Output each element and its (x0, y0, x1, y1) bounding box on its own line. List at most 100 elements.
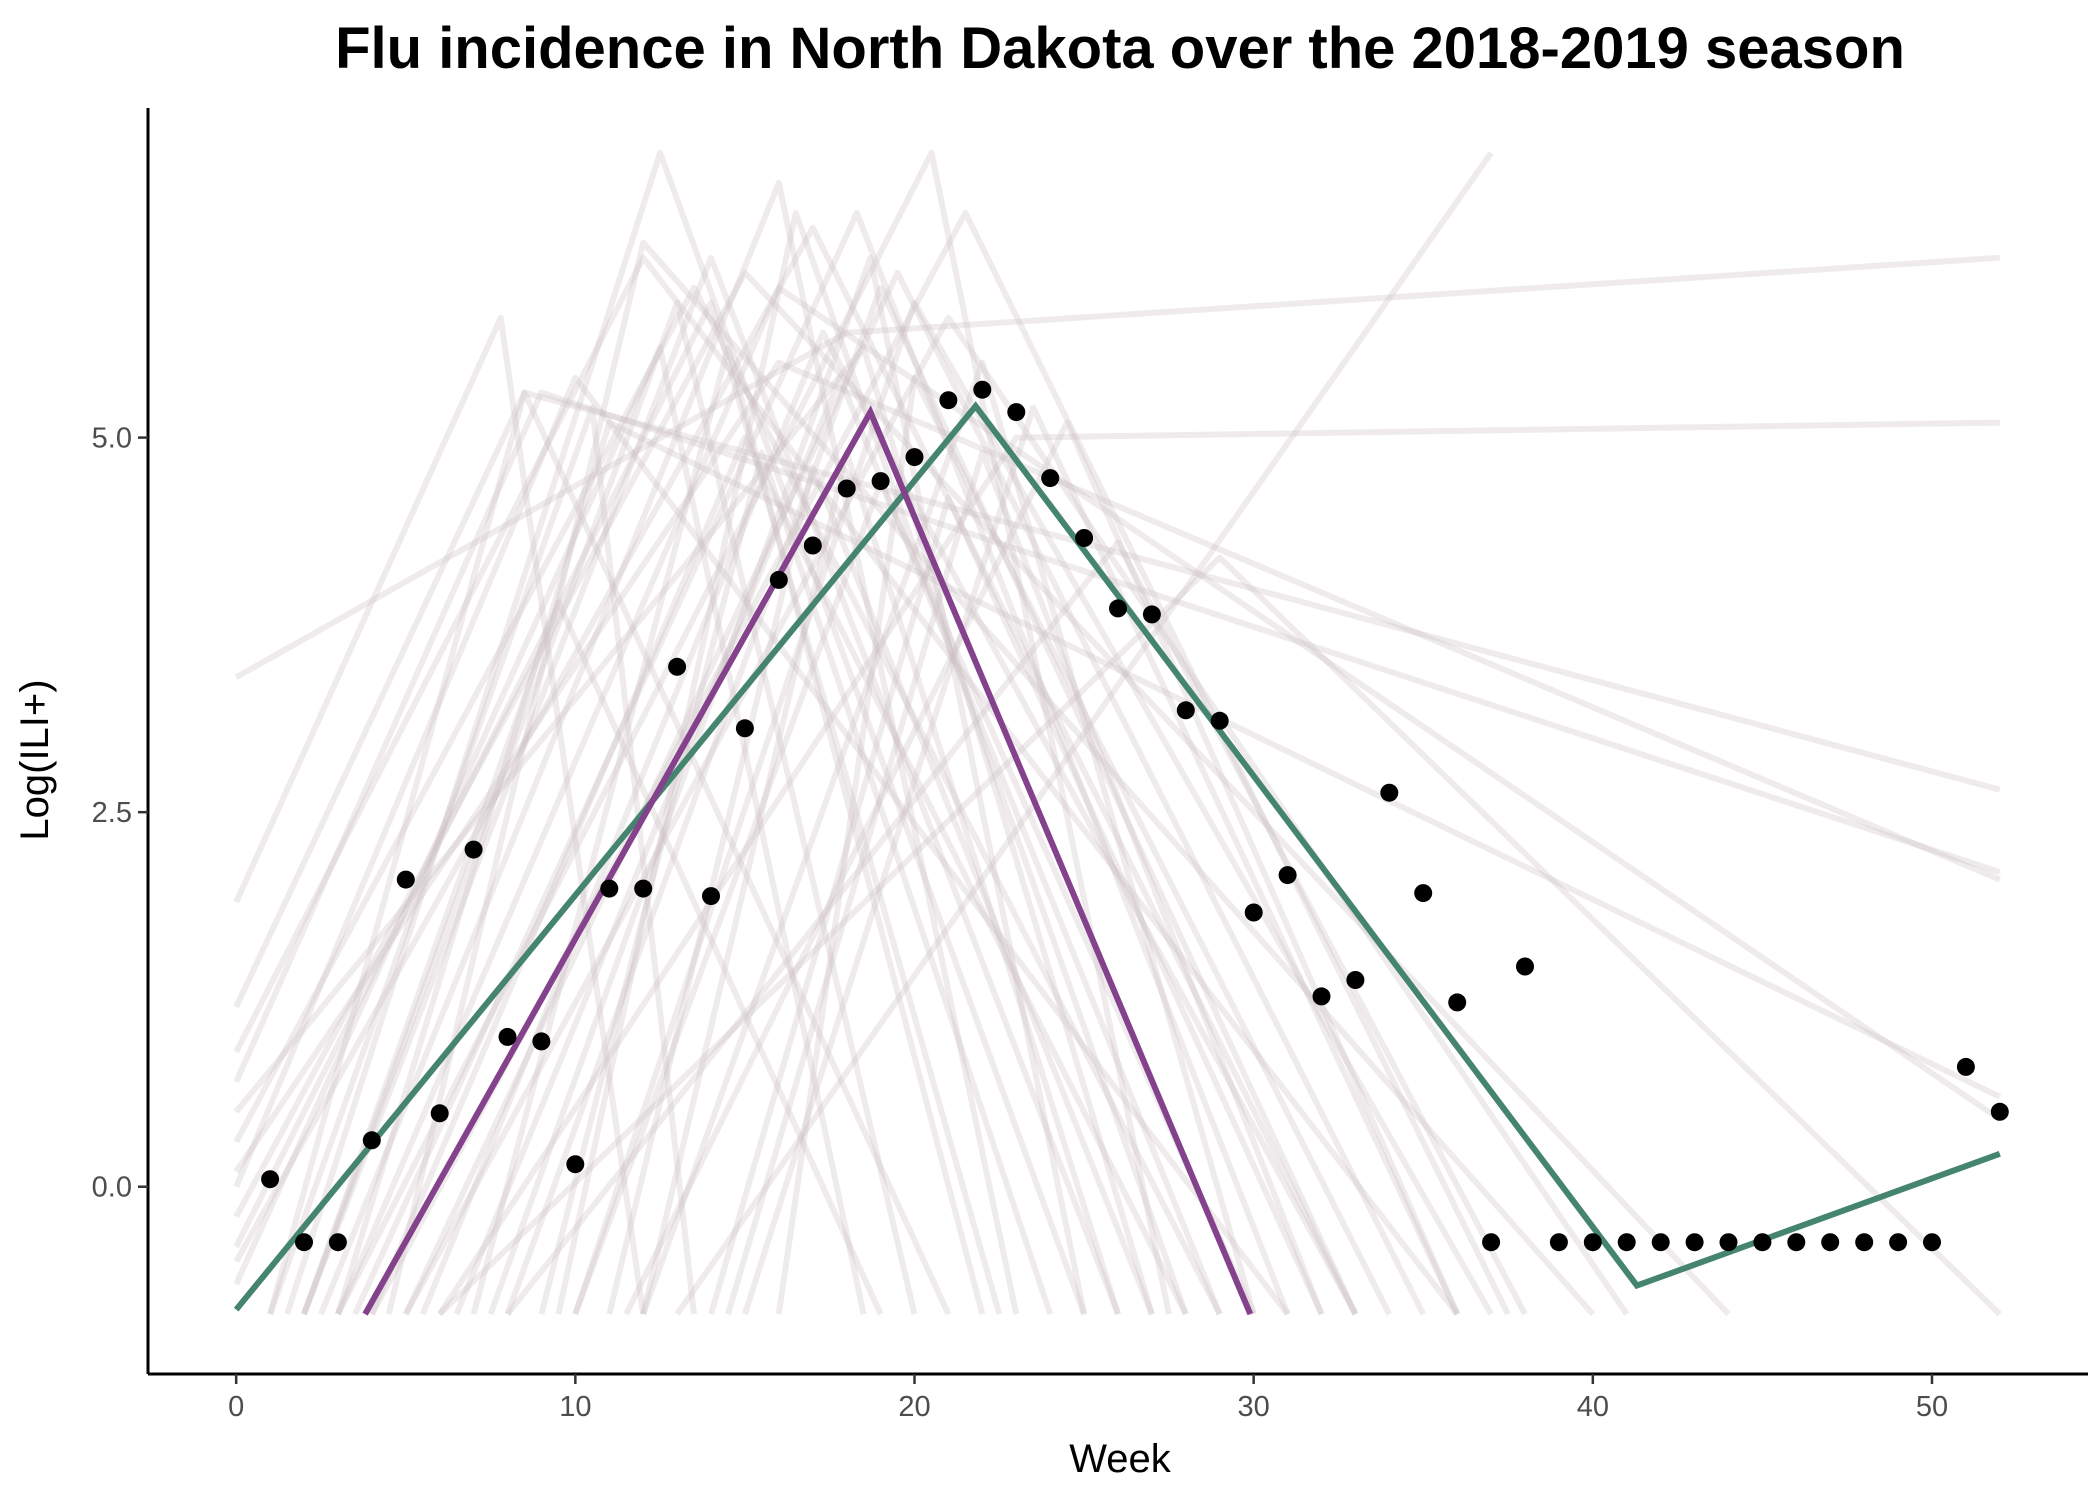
simulated-trajectory-line (234, 254, 2000, 680)
simulated-trajectory-line (505, 539, 1528, 1316)
simulated-trajectory-line (233, 374, 1290, 1316)
observed-point (1482, 1233, 1501, 1252)
y-tick-label: 5.0 (92, 423, 132, 455)
simulated-trajectory-line (233, 389, 952, 1316)
fitted-trajectories (233, 401, 2001, 1316)
observed-point (1210, 711, 1229, 730)
observed-point (735, 719, 754, 738)
observed-point (498, 1027, 517, 1046)
simulated-trajectory-line (233, 344, 1155, 1315)
simulated-trajectory-line (419, 329, 1359, 1316)
observed-point (1583, 1233, 1602, 1252)
simulated-trajectory-line (335, 419, 2002, 1315)
simulated-trajectory-line (233, 359, 2001, 1174)
x-tick-label: 40 (1577, 1391, 1609, 1423)
simulated-trajectory-line (233, 314, 647, 1315)
simulated-trajectory-line (572, 299, 1494, 1316)
x-tick-label: 0 (228, 1391, 244, 1423)
simulated-trajectory-line (233, 299, 1003, 1315)
simulated-trajectory-line (335, 284, 2002, 1316)
observed-point (1041, 469, 1060, 488)
observed-point (532, 1032, 551, 1051)
observed-point (1380, 783, 1399, 802)
simulated-trajectory-line (284, 149, 1087, 1316)
observed-point (634, 879, 653, 898)
fitted-trajectory-line-2 (362, 405, 1254, 1316)
simulated-trajectory-line (504, 284, 1359, 1316)
simulated-trajectory-line (606, 464, 1155, 1316)
observed-point (1617, 1233, 1636, 1252)
simulated-trajectory-line (538, 449, 1054, 1316)
observed-point (905, 448, 924, 467)
observed-point (1448, 993, 1467, 1012)
observed-point (1889, 1233, 1908, 1252)
simulated-trajectory-line (437, 554, 2002, 1317)
simulated-trajectory-line (318, 179, 1020, 1316)
observed-point (1549, 1233, 1568, 1252)
simulated-trajectory-line (403, 314, 1630, 1316)
observed-point (1176, 701, 1195, 720)
simulated-trajectory-line (775, 374, 1392, 1316)
simulated-trajectory-line (385, 239, 1596, 1317)
observed-point (668, 657, 687, 676)
simulated-trajectory-line (555, 209, 1189, 1316)
x-tick-label: 30 (1238, 1391, 1270, 1423)
observed-point (702, 887, 720, 906)
simulated-trajectory-line (267, 404, 697, 1316)
observed-point (1923, 1233, 1941, 1252)
simulated-trajectories (233, 149, 2002, 1317)
observed-point (1414, 884, 1433, 903)
simulated-trajectory-line (708, 494, 1325, 1316)
observed-point (464, 840, 483, 859)
observed-point (803, 536, 822, 555)
observed-point (1007, 403, 1026, 422)
observed-point (1787, 1233, 1806, 1252)
observed-point (430, 1104, 449, 1123)
simulated-trajectory-line (233, 224, 1359, 1316)
simulated-trajectory-line (352, 209, 1291, 1316)
y-tick-label: 0.0 (92, 1172, 132, 1204)
x-axis-ticks: 0 10 20 30 40 50 (228, 1374, 1948, 1423)
x-tick-label: 20 (898, 1391, 930, 1423)
simulated-trajectory-line (437, 419, 2000, 1316)
y-tick-label: 2.5 (92, 797, 132, 829)
observed-point (1651, 1233, 1670, 1252)
observed-point (261, 1170, 280, 1189)
observed-point (871, 472, 890, 491)
observed-point (1956, 1057, 1975, 1076)
simulated-trajectory-line (233, 344, 867, 1315)
observed-point (295, 1233, 313, 1252)
y-axis-ticks: 0.0 2.5 5.0 (92, 423, 148, 1204)
simulated-trajectory-line (301, 299, 918, 1316)
observed-point (1990, 1102, 2009, 1121)
simulated-trajectory-line (640, 359, 1257, 1316)
simulated-trajectory-line (403, 269, 1426, 1316)
observed-point (837, 479, 856, 498)
observed-point (600, 879, 619, 898)
observed-point (973, 380, 992, 399)
x-tick-label: 50 (1916, 1391, 1948, 1423)
observed-points (261, 380, 2009, 1252)
simulated-trajectory-line (301, 599, 884, 1316)
simulated-trajectory-line (453, 374, 1223, 1316)
observed-point (1244, 903, 1263, 922)
observed-point (1109, 599, 1127, 618)
simulated-trajectory-line (742, 404, 1460, 1316)
simulated-trajectory-line (301, 254, 1121, 1316)
observed-point (362, 1131, 381, 1150)
observed-point (1855, 1233, 1874, 1252)
observed-point (1142, 605, 1161, 624)
chart-title: Flu incidence in North Dakota over the 2… (335, 16, 1905, 81)
observed-point (396, 870, 415, 889)
simulated-trajectory-line (233, 284, 1223, 1316)
observed-point (1516, 957, 1534, 976)
simulated-trajectory-line (470, 344, 986, 1315)
simulated-trajectory-line (623, 419, 1460, 1316)
observed-point (1312, 987, 1331, 1006)
observed-point (1821, 1233, 1840, 1252)
observed-point (1346, 971, 1365, 989)
y-axis-label: Log(ILI+) (13, 679, 57, 840)
x-tick-label: 10 (559, 1391, 591, 1423)
